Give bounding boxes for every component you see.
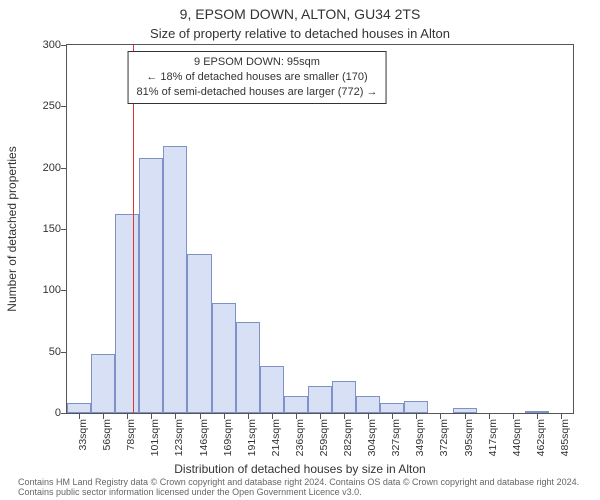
- histogram-bar: [332, 381, 356, 413]
- x-tick-label: 101sqm: [149, 419, 161, 456]
- histogram-bar: [67, 403, 91, 413]
- histogram-bar: [236, 322, 260, 413]
- histogram-bar: [356, 396, 380, 413]
- page-subtitle: Size of property relative to detached ho…: [0, 26, 600, 41]
- x-axis-label: Distribution of detached houses by size …: [0, 462, 600, 476]
- y-tick-label: 0: [33, 407, 61, 419]
- footer-text: Contains HM Land Registry data © Crown c…: [18, 478, 588, 498]
- y-tick-label: 100: [33, 284, 61, 296]
- annotation-line2: ← 18% of detached houses are smaller (17…: [137, 70, 378, 85]
- x-tick-label: 282sqm: [342, 419, 354, 456]
- y-tick-label: 250: [33, 100, 61, 112]
- x-tick-label: 372sqm: [438, 419, 450, 456]
- x-tick-label: 33sqm: [77, 419, 89, 451]
- x-tick-label: 78sqm: [125, 419, 137, 451]
- histogram-bar: [139, 158, 163, 413]
- x-tick-label: 259sqm: [318, 419, 330, 456]
- histogram-bar: [115, 214, 139, 413]
- histogram-bar: [404, 401, 428, 413]
- y-axis-label: Number of detached properties: [5, 146, 19, 311]
- chart-plot-area: 9 EPSOM DOWN: 95sqm ← 18% of detached ho…: [66, 44, 574, 414]
- y-tick-label: 50: [33, 346, 61, 358]
- x-tick-label: 462sqm: [535, 419, 547, 456]
- x-tick-label: 191sqm: [246, 419, 258, 456]
- annotation-box: 9 EPSOM DOWN: 95sqm ← 18% of detached ho…: [128, 51, 387, 104]
- x-tick-label: 395sqm: [463, 419, 475, 456]
- x-tick-label: 440sqm: [511, 419, 523, 456]
- x-tick-label: 236sqm: [294, 419, 306, 456]
- x-tick-label: 169sqm: [222, 419, 234, 456]
- x-tick-label: 485sqm: [559, 419, 571, 456]
- y-tick-label: 150: [33, 223, 61, 235]
- x-tick-label: 146sqm: [198, 419, 210, 456]
- histogram-bar: [308, 386, 332, 413]
- annotation-line1: 9 EPSOM DOWN: 95sqm: [137, 55, 378, 70]
- x-tick-label: 327sqm: [390, 419, 402, 456]
- x-tick-label: 123sqm: [173, 419, 185, 456]
- x-tick-label: 349sqm: [414, 419, 426, 456]
- y-tick-label: 300: [33, 39, 61, 51]
- histogram-bar: [212, 303, 236, 413]
- x-tick-label: 56sqm: [101, 419, 113, 451]
- histogram-bar: [284, 396, 308, 413]
- x-tick-label: 417sqm: [487, 419, 499, 456]
- y-tick-label: 200: [33, 162, 61, 174]
- x-tick-label: 304sqm: [366, 419, 378, 456]
- histogram-bar: [380, 403, 404, 413]
- histogram-bar: [260, 366, 284, 413]
- histogram-bar: [91, 354, 115, 413]
- page-title: 9, EPSOM DOWN, ALTON, GU34 2TS: [0, 6, 600, 22]
- histogram-bar: [187, 254, 211, 413]
- annotation-line3: 81% of semi-detached houses are larger (…: [137, 85, 378, 100]
- histogram-bar: [163, 146, 187, 413]
- x-tick-label: 214sqm: [270, 419, 282, 456]
